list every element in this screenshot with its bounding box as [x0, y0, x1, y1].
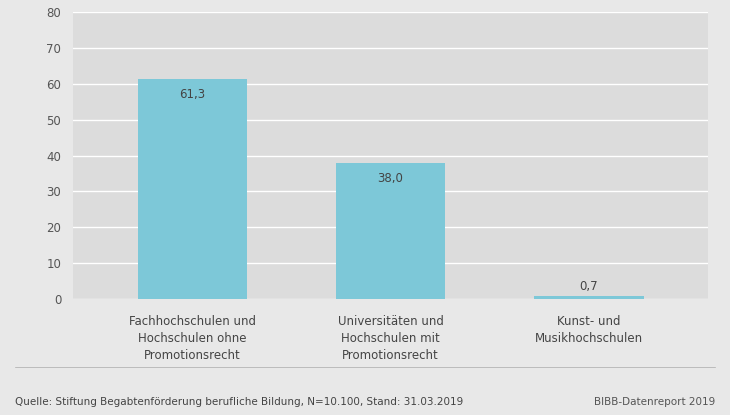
Bar — [534, 296, 644, 299]
Text: 0,7: 0,7 — [580, 280, 599, 293]
Text: 61,3: 61,3 — [179, 88, 205, 101]
Bar — [137, 79, 247, 299]
Text: Quelle: Stiftung Begabtenförderung berufliche Bildung, N=10.100, Stand: 31.03.20: Quelle: Stiftung Begabtenförderung beruf… — [15, 397, 463, 407]
Bar — [336, 163, 445, 299]
Text: BIBB-Datenreport 2019: BIBB-Datenreport 2019 — [594, 397, 715, 407]
Text: 38,0: 38,0 — [377, 172, 404, 185]
